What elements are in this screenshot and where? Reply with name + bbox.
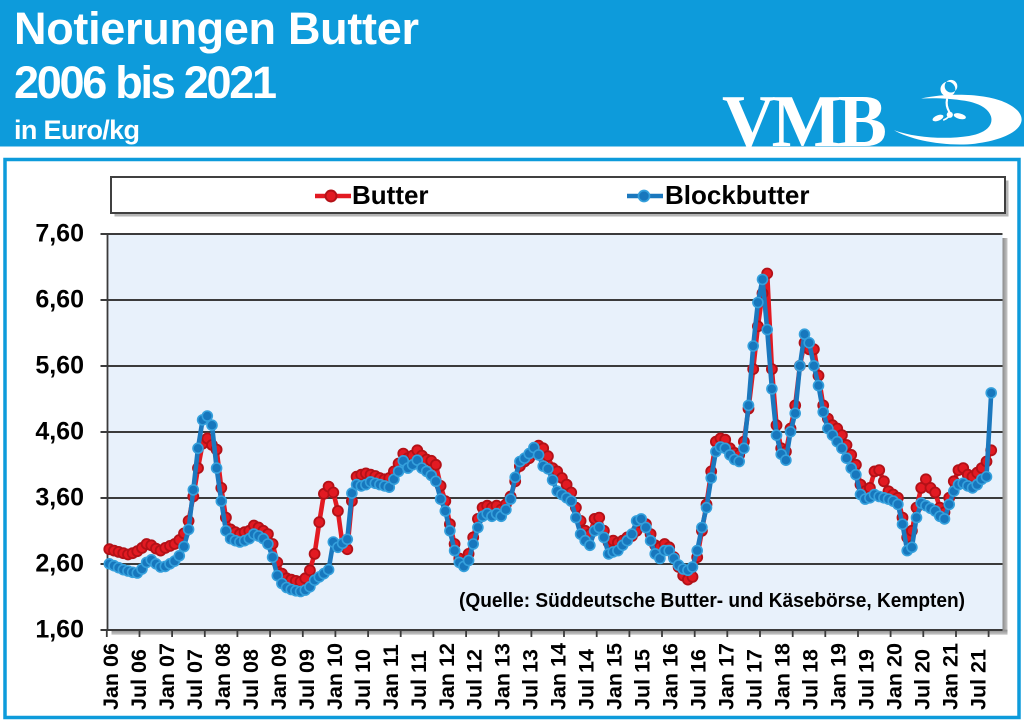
svg-text:Jan 10: Jan 10 — [323, 643, 347, 710]
svg-text:Blockbutter: Blockbutter — [665, 180, 809, 210]
svg-text:Jan 15: Jan 15 — [603, 643, 627, 710]
svg-text:Jul 09: Jul 09 — [295, 649, 319, 710]
svg-text:Jul 13: Jul 13 — [519, 649, 543, 710]
svg-text:4,60: 4,60 — [35, 418, 84, 446]
svg-text:Jul 10: Jul 10 — [351, 649, 375, 710]
svg-text:Jul 18: Jul 18 — [799, 649, 823, 710]
svg-text:Jan 08: Jan 08 — [211, 643, 235, 710]
svg-text:1,60: 1,60 — [35, 616, 84, 644]
svg-text:Jul 06: Jul 06 — [127, 649, 151, 710]
svg-text:Jul 20: Jul 20 — [911, 649, 935, 710]
svg-text:Jul 16: Jul 16 — [687, 649, 711, 710]
svg-text:3,60: 3,60 — [35, 484, 84, 512]
svg-text:Jan 14: Jan 14 — [547, 643, 571, 710]
svg-text:Jul 21: Jul 21 — [967, 649, 991, 710]
svg-text:VMB: VMB — [722, 81, 887, 163]
svg-text:2006 bis 2021: 2006 bis 2021 — [14, 57, 277, 108]
svg-text:Jan 13: Jan 13 — [491, 643, 515, 710]
svg-text:6,60: 6,60 — [35, 286, 84, 314]
svg-text:Jul 14: Jul 14 — [575, 649, 599, 710]
svg-text:Jan 19: Jan 19 — [827, 643, 851, 710]
svg-text:Jan 18: Jan 18 — [771, 643, 795, 710]
svg-text:Jul 15: Jul 15 — [631, 649, 655, 710]
svg-text:(Quelle: Süddeutsche Butter- u: (Quelle: Süddeutsche Butter- und Käsebör… — [459, 590, 965, 612]
svg-text:7,60: 7,60 — [35, 220, 84, 248]
svg-text:Jan 07: Jan 07 — [155, 643, 179, 710]
svg-text:Jan 21: Jan 21 — [939, 643, 963, 710]
svg-text:Jan 11: Jan 11 — [379, 644, 403, 710]
svg-text:Jul 08: Jul 08 — [239, 649, 263, 710]
svg-text:Jan 16: Jan 16 — [659, 643, 683, 710]
svg-text:Butter: Butter — [352, 180, 429, 210]
svg-text:Jul 19: Jul 19 — [855, 649, 879, 710]
svg-text:Jan 12: Jan 12 — [435, 643, 459, 710]
svg-text:in Euro/kg: in Euro/kg — [14, 115, 140, 145]
svg-text:5,60: 5,60 — [35, 352, 84, 380]
svg-text:Jan 20: Jan 20 — [883, 643, 907, 710]
svg-text:Jan 09: Jan 09 — [267, 643, 291, 710]
svg-text:Notierungen Butter: Notierungen Butter — [14, 3, 419, 54]
svg-text:Jul 12: Jul 12 — [463, 649, 487, 710]
svg-text:Jan 06: Jan 06 — [99, 643, 123, 710]
svg-text:2,60: 2,60 — [35, 550, 84, 578]
svg-text:Jul 17: Jul 17 — [743, 649, 767, 710]
svg-text:Jul 07: Jul 07 — [183, 649, 207, 710]
svg-text:Jan 17: Jan 17 — [715, 643, 739, 710]
svg-text:Jul 11: Jul 11 — [407, 650, 431, 710]
